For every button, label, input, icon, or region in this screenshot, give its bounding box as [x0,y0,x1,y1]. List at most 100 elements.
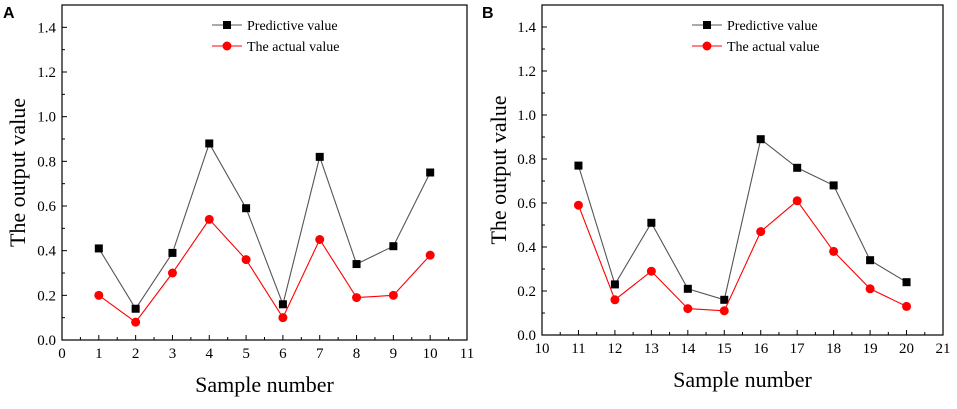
y-tick-label: 1.0 [517,108,536,124]
y-tick-label: 0.2 [37,288,56,304]
x-tick-label: 10 [535,341,550,357]
data-point [573,200,583,210]
y-axis-title: The output value [486,95,511,244]
x-tick-label: 11 [460,346,474,362]
data-point [829,181,838,190]
data-point [866,256,875,265]
legend-label: The actual value [727,40,820,55]
y-tick-label: 0.4 [517,240,536,256]
data-point [646,266,656,276]
x-tick-label: 7 [316,346,324,362]
x-tick-label: 3 [169,346,177,362]
series-line [98,218,431,323]
data-point [756,135,765,144]
y-tick-label: 0.8 [517,152,536,168]
series-predictive [94,139,435,313]
x-tick-label: 16 [753,341,769,357]
plot-frame [61,4,468,341]
data-point [167,268,177,278]
data-point [792,196,802,206]
data-point [242,204,251,213]
x-tick-label: 1 [95,346,103,362]
series-actual [94,214,435,327]
data-point [720,295,729,304]
x-tick-label: 15 [717,341,732,357]
data-point [829,246,839,256]
data-point [610,295,620,305]
data-point [131,317,141,327]
panel-a: A 0 1 2 3 4 5 6 7 8 9 10 11 0.0 0.2 0.4 0.6 0.8 1.0 1.2 1.4 S… [3,4,474,397]
x-axis-title: Sample number [673,367,812,392]
y-tick-label: 0.2 [517,284,536,300]
data-point [902,301,912,311]
legend-marker [222,41,232,51]
y-tick-label: 0.4 [37,244,56,260]
x-tick-label: 5 [242,346,250,362]
panel-b: B 10 11 12 13 14 15 16 17 18 19 20 21 0.0 0.2 0.4 0.6 0.8… [482,4,951,392]
y-tick-label: 1.2 [37,65,56,81]
series-line [577,138,907,301]
y-tick-label: 1.4 [517,20,536,36]
data-point [94,244,103,253]
y-tick-label: 0.6 [37,199,56,215]
series-line [577,199,907,312]
x-tick-label: 11 [571,341,585,357]
data-point [574,161,583,170]
panel-letter: A [3,5,15,22]
data-point [352,293,362,303]
x-tick-label: 19 [863,341,878,357]
data-point [683,284,692,293]
x-tick-label: 4 [206,346,214,362]
data-point [902,278,911,287]
series-predictive [574,135,911,304]
x-tick-label: 8 [353,346,361,362]
series-line [98,142,431,310]
panel-letter: B [482,5,494,22]
x-tick-label: 14 [680,341,696,357]
legend-label: Predictive value [247,19,338,34]
legend-marker [702,41,712,51]
data-point [425,250,435,260]
legend-marker [703,21,711,29]
x-tick-label: 6 [279,346,287,362]
x-tick-label: 21 [936,341,951,357]
x-tick-label: 2 [132,346,140,362]
data-point [793,163,802,172]
legend-label: The actual value [247,40,340,55]
series-actual [573,196,912,316]
data-point [719,306,729,316]
x-tick-label: 10 [423,346,438,362]
x-axis-title: Sample number [195,372,334,397]
y-tick-label: 0.8 [37,154,56,170]
data-point [278,313,288,323]
data-point [426,168,435,177]
x-tick-label: 18 [826,341,841,357]
data-point [865,284,875,294]
legend-marker [223,21,231,29]
data-point [205,139,214,148]
data-point [315,235,325,244]
x-tick-label: 12 [607,341,622,357]
y-axis-title: The output value [5,98,30,247]
y-tick-label: 1.0 [37,110,56,126]
x-tick-label: 20 [899,341,914,357]
legend: Predictive value The actual value [692,19,820,55]
data-point [756,227,766,237]
x-tick-label: 0 [58,346,66,362]
y-tick-label: 1.4 [37,20,56,36]
data-point [647,218,656,227]
y-tick-label: 0.0 [37,333,56,349]
y-tick-label: 0.0 [517,328,536,344]
data-point [278,300,287,309]
x-tick-label: 13 [644,341,659,357]
data-point [131,304,140,313]
y-tick-label: 0.6 [517,196,536,212]
data-point [94,290,104,300]
legend: Predictive value The actual value [212,19,340,55]
data-point [204,214,214,224]
data-point [683,304,693,314]
data-point [241,255,251,265]
data-point [389,242,398,251]
data-point [315,152,324,161]
